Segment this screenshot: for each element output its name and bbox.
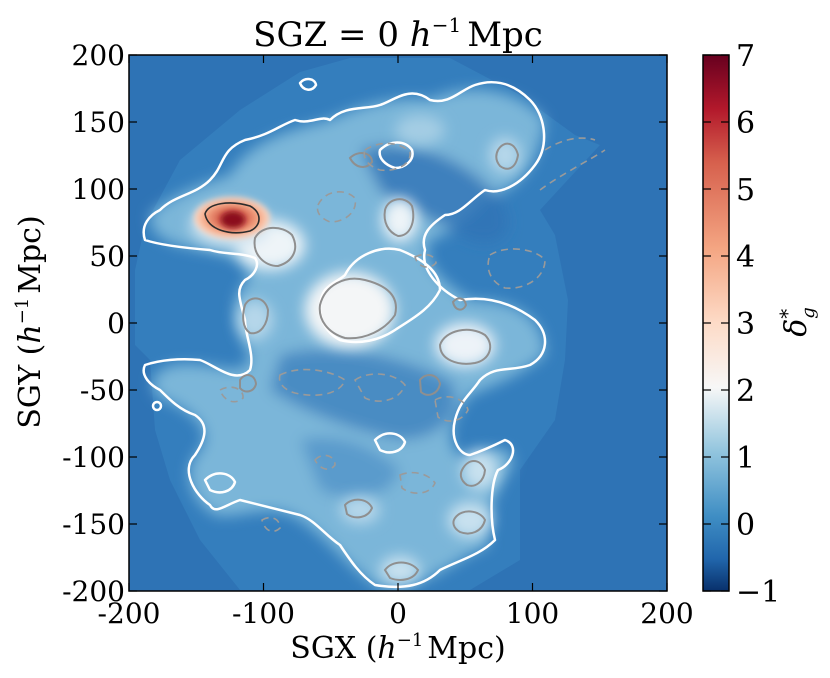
y-tick-label: -150 (62, 508, 125, 541)
x-tick-label: -200 (98, 597, 161, 630)
y-tick-label: -100 (62, 441, 125, 474)
y-axis-ticks: 200 150 100 50 0 -50 -100 -150 -200 (62, 39, 667, 608)
peak-region (194, 197, 270, 239)
y-tick-label: 0 (107, 307, 125, 340)
x-axis-label: SGX (h−1 Mpc) (290, 630, 505, 666)
colorbar-tick-label: 1 (736, 441, 755, 476)
plot-area (129, 55, 667, 591)
x-tick-label: 100 (506, 597, 559, 630)
y-tick-label: 50 (89, 240, 125, 273)
contour-level-5 (204, 202, 260, 234)
y-axis-label: SGY (h−1Mpc) (12, 215, 48, 428)
colorbar-label: δ*g (775, 307, 819, 337)
colorbar-tick-label: 4 (736, 240, 755, 275)
x-tick-label: -100 (232, 597, 295, 630)
contour-level-1 (142, 77, 547, 589)
y-tick-label: -50 (80, 374, 125, 407)
colorbar-tick-label: 7 (736, 39, 755, 74)
y-tick-label: 200 (72, 39, 125, 72)
colorbar-tick-label: −1 (736, 575, 780, 610)
colorbar: 7 6 5 4 3 2 1 0 −1 δ*g (702, 39, 819, 610)
chart-title: SGZ = 0 h−1 Mpc (253, 13, 543, 55)
colorbar-tick-label: 3 (736, 307, 755, 342)
x-tick-label: 200 (640, 597, 693, 630)
colorbar-ticks: 7 6 5 4 3 2 1 0 −1 (703, 39, 780, 610)
contour-level-2 (239, 142, 520, 581)
x-tick-label: 0 (389, 597, 407, 630)
colorbar-tick-label: 0 (736, 508, 755, 543)
y-tick-label: 150 (72, 106, 125, 139)
colorbar-tick-label: 6 (736, 106, 755, 141)
colorbar-tick-label: 5 (736, 173, 755, 208)
y-tick-label: -200 (62, 575, 125, 608)
y-tick-label: 100 (72, 173, 125, 206)
colorbar-tick-label: 2 (736, 374, 755, 409)
contour-negative (219, 137, 606, 533)
x-axis-ticks: -200 -100 0 100 200 (98, 55, 694, 630)
